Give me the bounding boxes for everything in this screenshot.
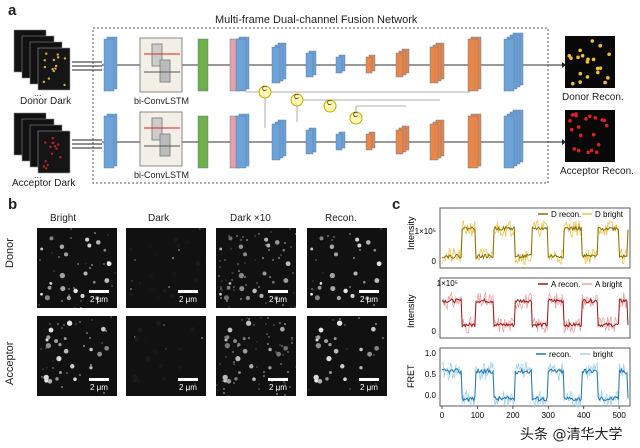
trace-fret-recon <box>441 367 629 403</box>
legend-bright: bright <box>593 350 614 359</box>
scale-bar-label: 2 μm <box>269 295 287 304</box>
plot-2-ytick-1: 1×10⁵ <box>437 279 458 288</box>
xtick-label: 500 <box>612 411 626 420</box>
xtick-label: 400 <box>577 411 591 420</box>
concat-nodes <box>258 85 363 125</box>
xtick-label: 300 <box>542 411 556 420</box>
bi-convlstm-top <box>139 37 183 93</box>
bi-convlstm-top-label: bi-ConvLSTM <box>134 96 190 106</box>
trace-a-recon <box>441 297 629 329</box>
scale-bar-label: 2 μm <box>360 295 378 304</box>
legend-d-recon: D recon. <box>551 210 581 219</box>
trace-a-bright <box>441 291 629 334</box>
donor-input-dots <box>42 52 67 87</box>
panel-c-label: c <box>392 196 401 213</box>
scale-bar-label: 2 μm <box>90 383 108 392</box>
scale-bar <box>359 378 379 381</box>
acceptor-ellipsis: ... <box>34 170 42 180</box>
col-header-recon: Recon. <box>325 213 357 224</box>
plot-1-ylabel: Intensity <box>406 216 416 250</box>
scale-bar <box>268 378 288 381</box>
micrograph-0-1: 2 μm <box>126 228 206 308</box>
trace-d-recon <box>442 225 629 260</box>
donor-ellipsis: ... <box>34 88 42 98</box>
plot-2-frame <box>439 277 631 339</box>
acceptor-dark-label: Acceptor Dark <box>12 178 76 189</box>
network-title: Multi-frame Dual-channel Fusion Network <box>215 14 418 26</box>
concat-symbol-1: C <box>262 86 268 93</box>
plot-1-frame <box>439 207 631 269</box>
scale-bar <box>89 290 109 293</box>
scale-bar-label: 2 μm <box>360 383 378 392</box>
bi-convlstm-bottom-label: bi-ConvLSTM <box>134 170 190 180</box>
scale-bar-label: 2 μm <box>179 383 197 392</box>
acceptor-output-dots <box>568 112 609 155</box>
xtick-label: 0 <box>440 411 445 420</box>
donor-input-stack <box>13 29 71 91</box>
acceptor-input-stack <box>13 112 71 174</box>
xtick-label: 200 <box>506 411 520 420</box>
xtick-label: 100 <box>471 411 485 420</box>
plot-3-ylabel: FRET <box>406 364 416 388</box>
row-label-acceptor: Acceptor <box>4 341 16 385</box>
col-header-dark: Dark <box>148 213 170 224</box>
micrograph-0-3: 2 μm <box>307 228 387 308</box>
micrograph-0-2: 2 μm <box>216 228 296 308</box>
plot-1-ytick-0: 0 <box>432 257 437 266</box>
plot-1-ytick-1: 1×10⁵ <box>415 227 436 236</box>
legend-recon: recon. <box>549 350 571 359</box>
legend-a-bright: A bright <box>595 280 623 289</box>
micrograph-1-2: 2 μm <box>216 316 296 396</box>
network-box <box>92 27 549 184</box>
scale-bar-label: 2 μm <box>179 295 197 304</box>
scale-bar <box>89 378 109 381</box>
bi-convlstm-bottom <box>139 111 183 167</box>
scale-bar <box>178 378 198 381</box>
micrograph-1-1: 2 μm <box>126 316 206 396</box>
micrograph-1-0: 2 μm <box>37 316 117 396</box>
legend-a-recon: A recon. <box>551 280 580 289</box>
donor-output-dots <box>567 39 611 86</box>
panel-b-label: b <box>8 196 18 213</box>
watermark: 头条 @清华大学 <box>520 427 623 443</box>
plot-3-ytick-0.5: 0.5 <box>425 370 437 379</box>
col-header-bright: Bright <box>50 213 77 224</box>
trace-d-bright <box>441 219 629 266</box>
plot-3-ytick-1.0: 1.0 <box>425 349 437 358</box>
input-arrows <box>72 61 102 149</box>
network-diagram <box>13 27 615 184</box>
acceptor-input-dots <box>42 136 62 170</box>
plot-3-ytick-0.0: 0.0 <box>425 391 437 400</box>
micrograph-1-3: 2 μm <box>307 316 387 396</box>
scale-bar-label: 2 μm <box>90 295 108 304</box>
trace-plots: 0 1×10⁵ 0 1×10⁵ 1.0 0.5 0.0 Intensity In… <box>406 207 631 420</box>
donor-recon-label: Donor Recon. <box>562 92 624 103</box>
scale-bar <box>268 290 288 293</box>
panel-a-label: a <box>8 2 17 19</box>
concat-symbol-2: C <box>294 94 300 101</box>
concat-symbol-4: C <box>353 112 359 119</box>
trace-fret-bright <box>441 361 629 410</box>
col-header-dark-x10: Dark ×10 <box>230 213 271 224</box>
legend-d-bright: D bright <box>595 210 624 219</box>
donor-dark-label: Donor Dark <box>20 96 72 107</box>
concat-symbol-3: C <box>327 100 333 107</box>
scale-bar <box>178 290 198 293</box>
scale-bar-label: 2 μm <box>269 383 287 392</box>
plot-2-ylabel: Intensity <box>406 294 416 328</box>
row-label-donor: Donor <box>4 238 16 268</box>
network-blocks <box>103 32 524 169</box>
plot-2-ytick-0: 0 <box>432 327 437 336</box>
scale-bar <box>359 290 379 293</box>
acceptor-output-image <box>565 110 615 162</box>
acceptor-recon-label: Acceptor Recon. <box>560 166 634 177</box>
micrograph-0-0: 2 μm <box>37 228 117 308</box>
donor-output-image <box>565 36 615 88</box>
